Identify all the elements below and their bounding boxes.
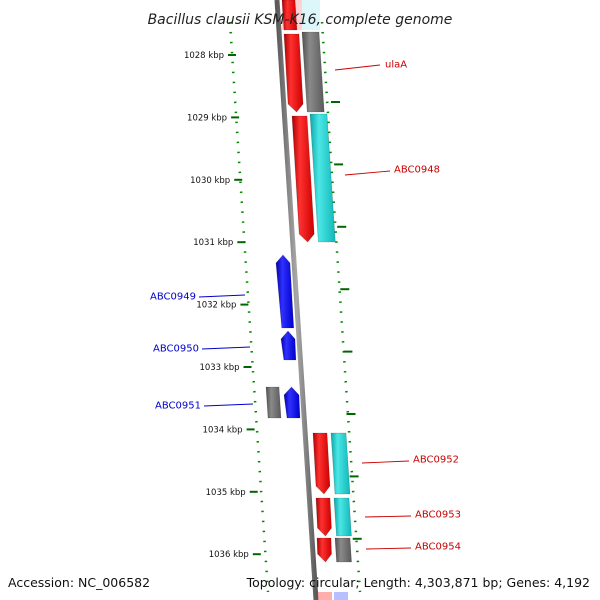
- kbp-tick-label: 1028 kbp: [184, 51, 224, 61]
- label-leader-line: [365, 547, 412, 550]
- kbp-tick-label: 1034 kbp: [203, 425, 243, 435]
- gene-label-ABC0951[interactable]: ABC0951: [155, 401, 201, 412]
- kbp-tick-label: 1032 kbp: [196, 301, 236, 311]
- genome-title: Bacillus clausii KSM-K16, complete genom…: [148, 12, 453, 28]
- gene-features: [265, 0, 352, 563]
- gene-label-ABC0954[interactable]: ABC0954: [415, 542, 461, 553]
- gene-label-ABC0952[interactable]: ABC0952: [413, 455, 459, 466]
- label-leader-line: [198, 294, 246, 298]
- gene-ABC0952[interactable]: [312, 432, 331, 495]
- left-dotted-ring: [228, 21, 270, 593]
- label-leader-line: [201, 346, 251, 350]
- gene-ABC0950[interactable]: [280, 330, 297, 361]
- gene-label-ABC0948[interactable]: ABC0948: [394, 165, 440, 176]
- gene-label-ABC0949[interactable]: ABC0949: [150, 292, 196, 303]
- label-leader-line: [361, 460, 410, 464]
- kbp-tick-label: 1033 kbp: [199, 363, 239, 373]
- kbp-tick-label: 1036 kbp: [209, 550, 249, 560]
- kbp-tick-label: 1035 kbp: [206, 488, 246, 498]
- right-dotted-ring: [320, 21, 362, 593]
- gene-ABC0948[interactable]: [291, 115, 315, 243]
- kbp-tick-label: 1030 kbp: [190, 176, 230, 186]
- gene-ABC0953[interactable]: [315, 497, 332, 537]
- gene-label-ulaA[interactable]: ulaA: [385, 60, 407, 71]
- feature-gray[interactable]: [334, 537, 352, 563]
- label-leader-line: [344, 170, 391, 176]
- kbp-tick-label: 1029 kbp: [187, 113, 227, 123]
- gene-ABC0949[interactable]: [275, 254, 295, 329]
- gene-label-ABC0950[interactable]: ABC0950: [153, 344, 199, 355]
- label-leader-line: [364, 515, 412, 518]
- label-leader-line: [203, 403, 254, 407]
- gene-label-ABC0953[interactable]: ABC0953: [415, 510, 461, 521]
- bottom-fade-highlight: [318, 592, 348, 600]
- gene-labels: ulaA ABC0948 ABC0949 ABC0950 ABC0951 ABC0952 A…: [150, 60, 461, 553]
- feature-gray[interactable]: [265, 386, 282, 419]
- kbp-tick-label: 1031 kbp: [193, 238, 233, 248]
- feature-cyan[interactable]: [309, 113, 336, 243]
- accession-text: Accession: NC_006582: [8, 575, 150, 590]
- gene-ABC0954[interactable]: [316, 537, 332, 563]
- topology-text: Topology: circular; Length: 4,303,871 bp…: [246, 575, 590, 590]
- feature-cyan[interactable]: [333, 497, 352, 537]
- label-leader-line: [334, 64, 381, 71]
- gene-ABC0951[interactable]: [283, 386, 301, 419]
- feature-gray[interactable]: [301, 31, 325, 113]
- gene-body-top[interactable]: [281, 0, 298, 31]
- gene-ulaA[interactable]: [283, 33, 304, 113]
- kbp-scale: 1028 kbp 1029 kbp 1030 kbp 1031 kbp 1032 kbp…: [184, 51, 362, 560]
- feature-cyan[interactable]: [330, 432, 351, 495]
- genome-backbone: [274, 0, 319, 600]
